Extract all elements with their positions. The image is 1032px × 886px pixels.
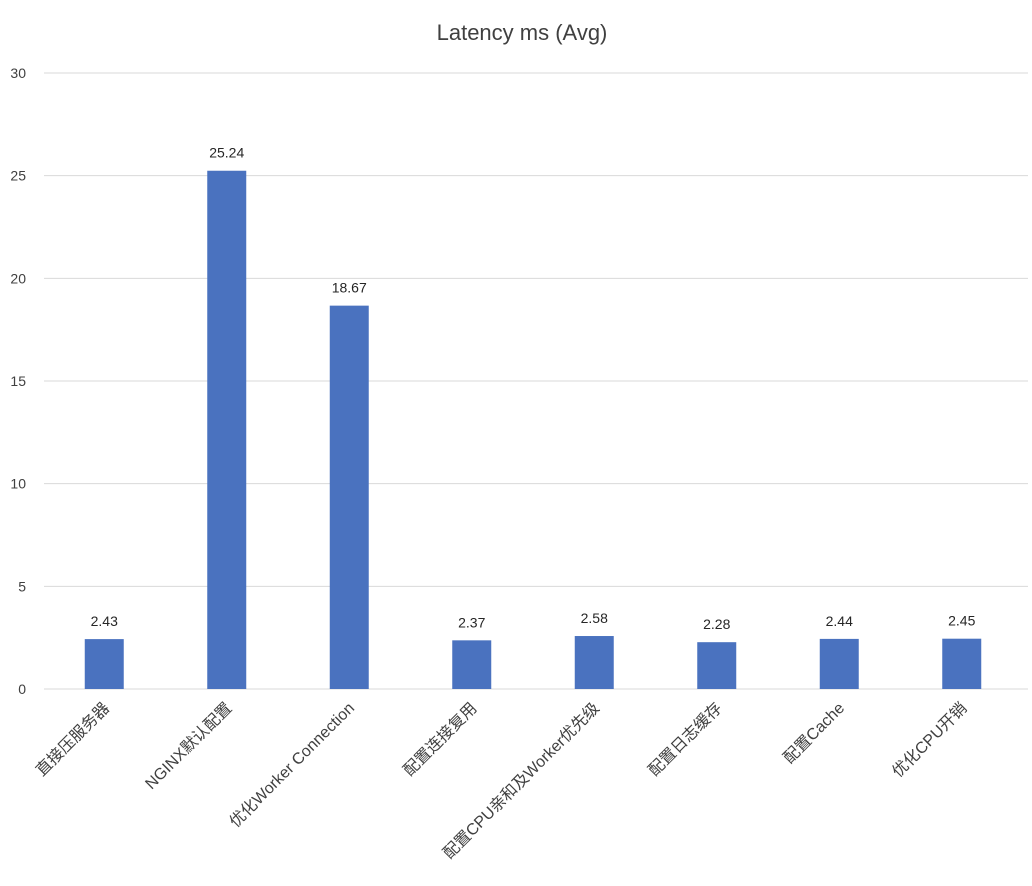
bars [84,170,982,690]
data-label: 25.24 [209,145,244,161]
y-tick-label: 10 [10,476,26,492]
data-label: 2.45 [948,613,975,629]
x-tick-label: 配置连接复用 [400,699,481,780]
data-labels: 2.43 25.24 18.67 2.37 2.58 2.28 2.44 2.45 [91,145,976,632]
data-label: 2.43 [91,613,118,629]
x-tick-label: 配置Cache [780,699,848,767]
gridlines [44,72,1028,690]
data-label: 2.44 [826,613,853,629]
y-tick-label: 20 [10,270,26,286]
y-tick-label: 30 [10,65,26,81]
x-tick-label: 优化CPU开销 [889,699,971,781]
x-tick-label: 直接压服务器 [32,699,113,780]
bar [329,305,369,689]
y-tick-label: 0 [18,681,26,697]
bar [84,639,124,689]
x-tick-label: 优化Worker Connection [226,699,358,831]
bar [819,638,859,689]
y-tick-label: 5 [18,578,26,594]
data-label: 18.67 [332,280,367,296]
x-tick-label: 配置日志缓存 [645,699,726,780]
bar [697,642,737,689]
data-label: 2.58 [581,610,608,626]
y-tick-label: 25 [10,168,26,184]
bar [942,638,982,689]
x-tick-label: NGINX默认配置 [142,699,236,793]
y-tick-label: 15 [10,373,26,389]
chart-title: Latency ms (Avg) [437,20,608,45]
data-label: 2.37 [458,614,485,630]
bar [452,640,492,689]
bar [207,170,247,690]
bar [574,636,614,689]
data-label: 2.28 [703,616,730,632]
y-axis-ticks: 0 5 10 15 20 25 30 [10,65,26,697]
